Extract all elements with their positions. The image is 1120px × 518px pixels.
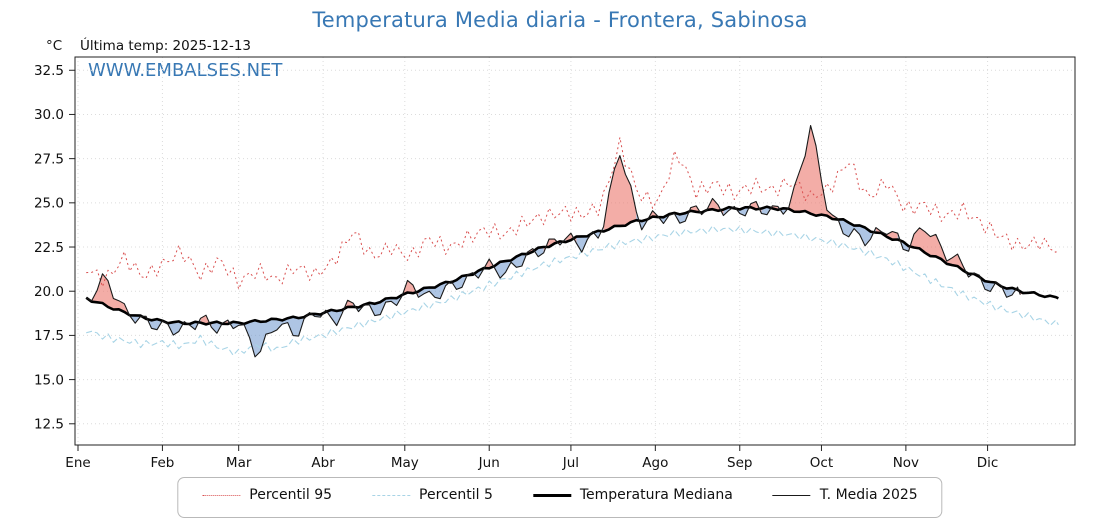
svg-text:Oct: Oct (810, 455, 833, 471)
svg-text:25.0: 25.0 (34, 196, 64, 212)
svg-text:Abr: Abr (311, 455, 335, 471)
svg-text:Ene: Ene (65, 455, 90, 471)
svg-text:27.5: 27.5 (34, 151, 64, 167)
watermark-text: WWW.EMBALSES.NET (88, 60, 283, 81)
svg-text:32.5: 32.5 (34, 63, 64, 79)
svg-text:Mar: Mar (226, 455, 252, 471)
legend-label-t-media-2025: T. Media 2025 (819, 487, 918, 503)
svg-text:Jun: Jun (478, 455, 500, 471)
svg-text:Dic: Dic (977, 455, 999, 471)
legend-label-mediana: Temperatura Mediana (579, 487, 733, 503)
legend-label-percentil-95: Percentil 95 (249, 487, 333, 503)
temperature-chart-page: Temperatura Media diaria - Frontera, Sab… (33, 8, 1076, 518)
svg-text:17.5: 17.5 (34, 328, 64, 344)
svg-text:20.0: 20.0 (34, 284, 64, 300)
legend-item-mediana: Temperatura Mediana (532, 487, 733, 503)
svg-text:22.5: 22.5 (34, 240, 64, 256)
y-axis-unit-label: °C (46, 38, 63, 54)
svg-text:Feb: Feb (150, 455, 174, 471)
last-temp-label: Última temp: 2025-12-13 (80, 38, 252, 54)
legend-item-percentil-95: Percentil 95 (202, 487, 332, 503)
legend-label-percentil-5: Percentil 5 (419, 487, 493, 503)
legend-item-percentil-5: Percentil 5 (372, 487, 493, 503)
svg-text:15.0: 15.0 (34, 372, 64, 388)
t-media-2025-line-sample (772, 494, 811, 496)
percentil-95-line-sample (202, 494, 241, 496)
percentil-5-line-sample (372, 494, 411, 496)
svg-text:Nov: Nov (893, 455, 919, 471)
svg-text:12.5: 12.5 (34, 417, 64, 433)
svg-text:Jul: Jul (562, 455, 579, 471)
temperature-chart-plot: 12.5 15.0 17.5 20.0 22.5 25.0 27.5 30.0 32.5 Ene F… (34, 56, 1076, 471)
svg-text:30.0: 30.0 (34, 107, 64, 123)
svg-text:Sep: Sep (727, 455, 752, 471)
chart-legend: Percentil 95 Percentil 5 Temperatura Med… (177, 477, 943, 518)
mediana-line-sample (532, 493, 571, 497)
chart-title: Temperatura Media diaria - Frontera, Sab… (312, 8, 808, 32)
svg-text:Ago: Ago (642, 455, 668, 471)
legend-item-t-media-2025: T. Media 2025 (772, 487, 918, 503)
svg-text:May: May (391, 455, 419, 471)
